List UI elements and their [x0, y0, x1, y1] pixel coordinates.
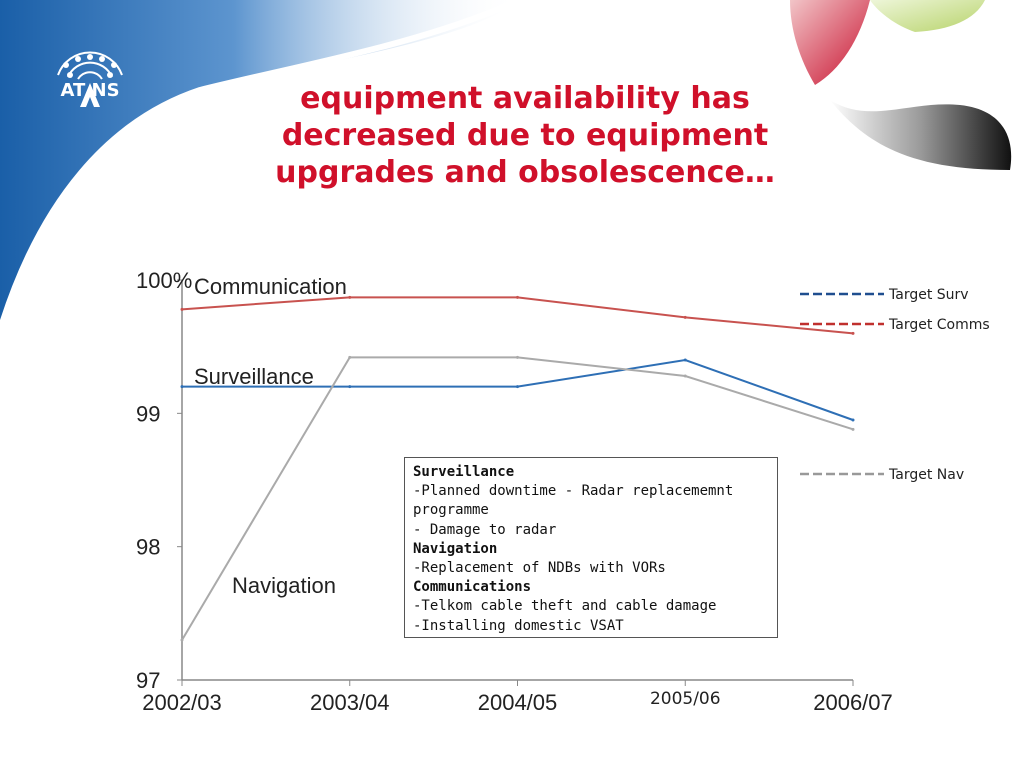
blue-banner: [0, 0, 520, 330]
note-heading: Surveillance: [413, 464, 515, 480]
data-point: [851, 427, 855, 431]
data-point: [683, 358, 687, 362]
data-point: [851, 418, 855, 422]
chart-notes-box: Surveillance -Planned downtime - Radar re…: [404, 457, 778, 638]
note-line: -Planned downtime - Radar replacememnt: [413, 483, 734, 500]
y-tick-label: 99: [136, 401, 160, 426]
white-swoosh: [0, 0, 522, 331]
data-point: [683, 374, 687, 378]
x-tick-label: 2004/05: [478, 690, 558, 715]
series-label: Surveillance: [194, 364, 314, 389]
note-line: - Damage to radar: [413, 521, 557, 538]
data-point: [180, 307, 184, 311]
note-line: -Installing domestic VSAT: [413, 617, 624, 634]
series-label: Communication: [194, 274, 347, 299]
data-point: [683, 315, 687, 319]
note-line: -Replacement of NDBs with VORs: [413, 560, 666, 577]
x-tick-label: 2003/04: [310, 690, 390, 715]
green-leaf: [870, 0, 985, 32]
data-point: [348, 355, 352, 359]
data-point: [180, 385, 184, 389]
x-tick-label: 2005/06: [650, 689, 721, 709]
grey-swoosh: [830, 100, 1012, 170]
data-point: [348, 385, 352, 389]
slide-title: equipment availability has decreased due…: [200, 80, 850, 191]
data-point: [516, 355, 519, 359]
red-leaf: [790, 0, 870, 85]
y-tick-label: 97: [136, 668, 160, 693]
y-tick-label: 100%: [136, 268, 192, 293]
data-point: [851, 331, 855, 335]
data-point: [180, 638, 184, 642]
title-line: equipment availability has: [300, 81, 750, 116]
legend-label: Target Surv: [888, 287, 969, 303]
legend-label: Target Comms: [888, 317, 990, 333]
legend-label: Target Nav: [888, 467, 964, 483]
title-line: upgrades and obsolescence…: [275, 155, 775, 190]
note-line: programme: [413, 502, 489, 519]
x-tick-label: 2006/07: [813, 690, 893, 715]
title-line: decreased due to equipment: [281, 118, 769, 153]
logo-wordmark: AT NS: [60, 80, 119, 101]
data-point: [516, 385, 519, 389]
x-tick-label: 2002/03: [142, 690, 222, 715]
series-line-communication: [181, 296, 854, 335]
y-tick-label: 98: [136, 535, 160, 560]
data-point: [516, 295, 519, 299]
note-heading: Navigation: [413, 540, 498, 557]
data-point: [348, 295, 352, 299]
note-line: -Telkom cable theft and cable damage: [413, 598, 717, 615]
series-label: Navigation: [232, 573, 336, 598]
atns-logo: AT NS: [57, 51, 123, 107]
note-heading: Communications: [413, 579, 532, 596]
